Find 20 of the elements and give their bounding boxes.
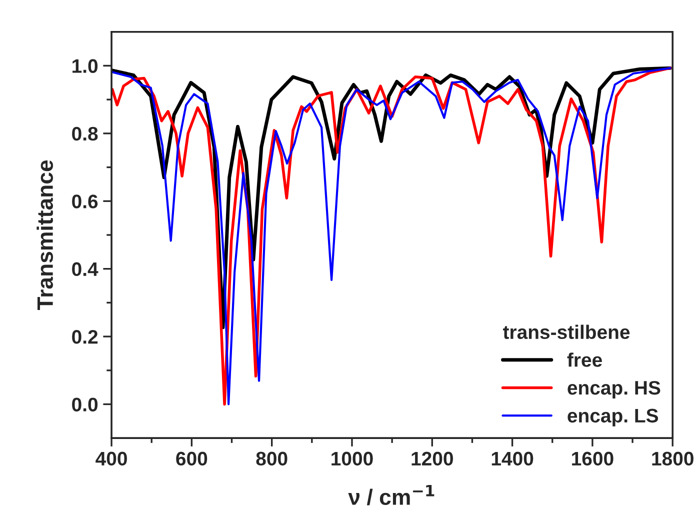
x-tick-label: 600 (176, 452, 208, 466)
x-tick-label: 1400 (492, 452, 534, 466)
legend-title: trans-stilbene (503, 324, 630, 340)
x-axis-title: ν / cm$^{−1}$ (348, 484, 434, 506)
x-tick-label: 400 (96, 452, 127, 466)
x-tick-label: 1000 (332, 452, 373, 466)
y-tick-label: 0.0 (72, 398, 98, 412)
y-axis-title: Transmittance (36, 160, 54, 310)
y-tick-label: 0.8 (72, 126, 98, 141)
legend-label: free (567, 352, 602, 367)
y-tick-label: 0.2 (72, 330, 98, 344)
legend-label: encap. LS (568, 408, 658, 426)
x-tick-label: 1200 (412, 452, 453, 466)
y-tick-label: 0.6 (72, 194, 98, 208)
y-tick-label: 1.0 (72, 59, 98, 73)
x-tick-label: 1800 (652, 452, 694, 466)
y-tick-label: 0.4 (72, 262, 98, 276)
x-tick-label: 800 (256, 452, 288, 466)
x-tick-label: 1600 (572, 452, 614, 466)
legend-label: encap. HS (568, 380, 660, 399)
